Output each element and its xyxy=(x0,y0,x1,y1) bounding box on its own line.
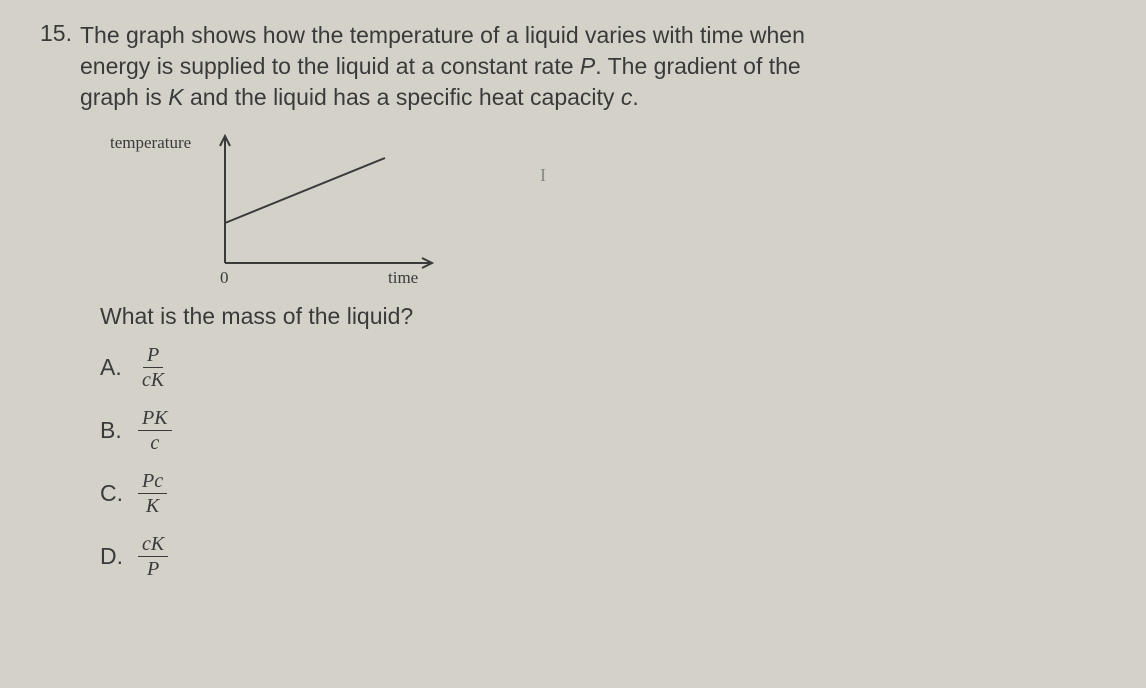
question-line3a: graph is xyxy=(80,84,168,110)
option-letter-d: D. xyxy=(100,543,128,570)
cursor-icon: I xyxy=(540,165,546,186)
question-block: 15. The graph shows how the temperature … xyxy=(40,20,1106,113)
denominator-d: P xyxy=(143,557,163,579)
question-number: 15. xyxy=(40,20,72,47)
question-line3b: and the liquid has a specific heat capac… xyxy=(190,84,621,110)
numerator-c: Pc xyxy=(138,471,167,494)
question-line3c: . xyxy=(632,84,638,110)
denominator-c: K xyxy=(142,494,163,516)
numerator-b: PK xyxy=(138,408,172,431)
fraction-d: cK P xyxy=(138,534,168,579)
y-axis-label: temperature xyxy=(110,133,191,152)
sub-question: What is the mass of the liquid? xyxy=(100,303,1106,330)
question-text: The graph shows how the temperature of a… xyxy=(80,20,805,113)
numerator-a: P xyxy=(143,345,163,368)
option-letter-b: B. xyxy=(100,417,128,444)
option-c: C. Pc K xyxy=(100,471,1106,516)
options-container: A. P cK B. PK c C. Pc K D. cK P xyxy=(100,345,1106,579)
option-d: D. cK P xyxy=(100,534,1106,579)
option-a: A. P cK xyxy=(100,345,1106,390)
numerator-d: cK xyxy=(138,534,168,557)
option-letter-a: A. xyxy=(100,354,128,381)
denominator-b: c xyxy=(146,431,163,453)
graph-svg: temperature 0 time xyxy=(110,128,470,288)
option-letter-c: C. xyxy=(100,480,128,507)
option-b: B. PK c xyxy=(100,408,1106,453)
var-P: P xyxy=(580,53,595,79)
graph-line xyxy=(225,158,385,223)
question-line2a: energy is supplied to the liquid at a co… xyxy=(80,53,580,79)
fraction-c: Pc K xyxy=(138,471,167,516)
origin-label: 0 xyxy=(220,268,229,287)
question-line1: The graph shows how the temperature of a… xyxy=(80,22,805,48)
question-line2b: . The gradient of the xyxy=(595,53,800,79)
x-axis-label: time xyxy=(388,268,418,287)
fraction-a: P cK xyxy=(138,345,168,390)
denominator-a: cK xyxy=(138,368,168,390)
fraction-b: PK c xyxy=(138,408,172,453)
var-c: c xyxy=(621,84,633,110)
graph-container: temperature 0 time xyxy=(110,128,1106,293)
var-K: K xyxy=(168,84,190,110)
